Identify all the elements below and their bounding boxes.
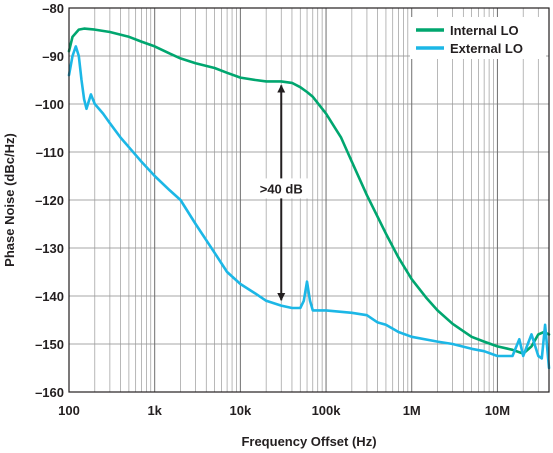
legend-label-internal-lo: Internal LO xyxy=(450,23,519,38)
x-tick-label: 1M xyxy=(403,403,421,418)
legend-background xyxy=(410,17,546,59)
x-tick-label: 100 xyxy=(58,403,80,418)
y-tick-labels: –80 –90 –100 –110 –120 –130 –140 –150 –160 xyxy=(35,1,64,400)
x-tick-label: 100k xyxy=(312,403,342,418)
series-layer xyxy=(67,27,551,370)
annotation-layer: >40 dB xyxy=(253,84,310,302)
legend-label-external-lo: External LO xyxy=(450,41,523,56)
y-tick-label: –140 xyxy=(35,289,64,304)
annotation-label: >40 dB xyxy=(260,181,303,196)
y-tick-label: –150 xyxy=(35,337,64,352)
x-tick-label: 10k xyxy=(230,403,252,418)
y-tick-label: –80 xyxy=(42,1,64,16)
grid xyxy=(68,7,550,393)
x-tick-label: 10M xyxy=(485,403,510,418)
y-tick-label: –160 xyxy=(35,385,64,400)
y-tick-label: –110 xyxy=(36,145,64,160)
series-line-external-lo xyxy=(67,45,551,370)
x-axis-title: Frequency Offset (Hz) xyxy=(241,434,376,449)
y-tick-label: –120 xyxy=(35,193,64,208)
legend: Internal LO External LO xyxy=(410,17,546,59)
y-axis-title: Phase Noise (dBc/Hz) xyxy=(2,133,17,267)
series-line-internal-lo xyxy=(67,27,551,355)
y-tick-label: –90 xyxy=(42,49,64,64)
annotation-label-bg xyxy=(253,178,310,199)
x-tick-labels: 100 1k 10k 100k 1M 10M xyxy=(58,403,510,418)
y-tick-label: –100 xyxy=(35,97,64,112)
plot-frame xyxy=(68,7,550,393)
y-tick-label: –130 xyxy=(35,241,64,256)
x-tick-label: 1k xyxy=(147,403,162,418)
